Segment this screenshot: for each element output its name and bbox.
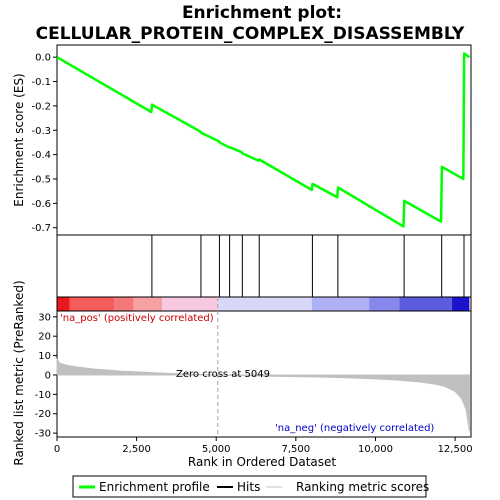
heatmap-segment [399,297,452,311]
heatmap-segment [69,297,115,311]
x-tick-label: 10,000 [358,444,393,455]
ranking-heatmap-bar [57,297,470,311]
es-y-tick-label: -0.4 [31,150,51,161]
negative-correlation-label: 'na_neg' (negatively correlated) [275,423,434,434]
legend-frame [72,475,427,498]
metric-y-axis-label: Ranked list metric (PreRanked) [12,280,26,465]
heatmap-segment [369,297,400,311]
x-tick-label: 5,000 [202,444,231,455]
metric-y-tick-label: 0 [45,370,51,381]
x-tick-label: 0 [54,444,60,455]
metric-y-axis: 30 20 10 0 -10 -20 -30 [35,312,57,440]
heatmap-segment [57,297,70,311]
x-tick-label: 7,500 [282,444,311,455]
heatmap-segment [114,297,134,311]
legend-enrichment-label: Enrichment profile [99,480,210,494]
es-y-tick-label: -0.7 [31,223,51,234]
positive-correlation-label: 'na_pos' (positively correlated) [60,313,214,324]
heatmap-segment [217,297,312,311]
heatmap-segment [133,297,163,311]
x-tick-label: 12,500 [438,444,473,455]
x-axis: 0 2,500 5,000 7,500 10,000 12,500 [54,437,473,455]
es-y-tick-label: -0.1 [31,77,51,88]
es-y-axis: 0.0 -0.1 -0.2 -0.3 -0.4 -0.5 -0.6 -0.7 [31,53,57,234]
es-y-tick-label: -0.5 [31,174,51,185]
legend-ranking-label: Ranking metric scores [296,480,429,494]
es-y-tick-label: 0.0 [35,53,51,64]
legend-hits-label: Hits [237,480,260,494]
metric-y-tick-label: -30 [35,429,51,440]
es-y-tick-label: -0.2 [31,101,51,112]
hits-panel-frame [56,234,472,298]
hit-markers [151,235,465,297]
ranking-metric-area [56,358,470,432]
chart-title-line2: CELLULAR_PROTEIN_COMPLEX_DISASSEMBLY [36,24,465,44]
heatmap-segment [162,297,218,311]
metric-y-tick-label: -10 [35,390,51,401]
chart-title-line1: Enrichment plot: [182,3,342,23]
es-y-axis-label: Enrichment score (ES) [12,73,26,206]
es-panel-frame [56,44,472,236]
metric-y-tick-label: -20 [35,409,51,420]
zero-cross-label: Zero cross at 5049 [176,369,270,380]
metric-y-tick-label: 30 [38,312,51,323]
x-axis-label: Rank in Ordered Dataset [188,455,336,469]
heatmap-segment [311,297,370,311]
legend: Enrichment profile Hits Ranking metric s… [72,475,429,498]
es-y-tick-label: -0.3 [31,126,51,137]
es-y-tick-label: -0.6 [31,199,51,210]
enrichment-profile-line [56,52,471,228]
x-tick-label: 2,500 [122,444,151,455]
metric-y-tick-label: 20 [38,332,51,343]
metric-y-tick-label: 10 [38,351,51,362]
heatmap-segment [451,297,470,311]
